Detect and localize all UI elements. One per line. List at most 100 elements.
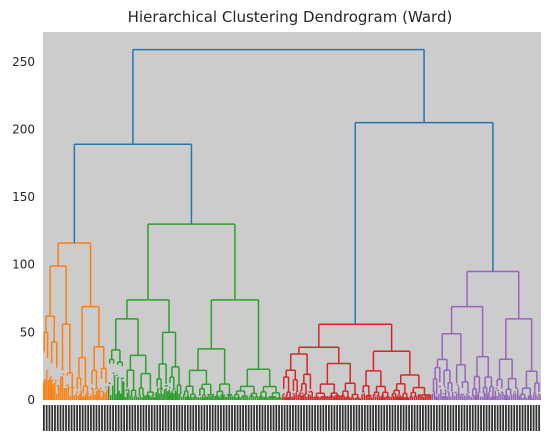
leaf-label <box>153 405 156 431</box>
leaf-label <box>397 405 399 431</box>
leaf-label <box>256 405 258 431</box>
leaf-label <box>209 405 211 431</box>
leaf-label <box>51 405 54 431</box>
leaf-label <box>460 405 463 431</box>
leaf-label <box>264 405 267 431</box>
leaf-label <box>438 405 441 431</box>
leaf-label <box>103 405 106 431</box>
leaf-label <box>56 405 59 431</box>
leaf-label <box>405 405 408 431</box>
leaf-label <box>380 405 383 431</box>
leaf-label <box>206 405 209 431</box>
leaf-label <box>98 405 101 431</box>
y-tick-label: 150 <box>12 190 35 204</box>
leaf-labels <box>43 405 541 431</box>
leaf-label <box>92 405 95 431</box>
leaf-label <box>303 405 305 431</box>
leaf-label <box>430 405 433 431</box>
leaf-label <box>510 405 513 431</box>
leaf-label <box>236 405 239 431</box>
leaf-label <box>491 405 493 431</box>
leaf-label <box>516 405 518 431</box>
leaf-label <box>173 405 175 431</box>
leaf-label <box>477 405 480 431</box>
leaf-label <box>159 405 161 431</box>
chart-title: Hierarchical Clustering Dendrogram (Ward… <box>128 8 453 26</box>
leaf-label <box>275 405 278 431</box>
leaf-label <box>239 405 242 431</box>
leaf-label <box>502 405 505 431</box>
leaf-label <box>308 405 311 431</box>
leaf-label <box>413 405 416 431</box>
leaf-label <box>499 405 502 431</box>
leaf-label <box>377 405 380 431</box>
leaf-label <box>250 405 253 431</box>
leaf-label <box>131 405 134 431</box>
leaf-label <box>233 405 236 431</box>
leaf-label <box>228 405 231 431</box>
leaf-label <box>220 405 222 431</box>
leaf-label <box>386 405 388 431</box>
leaf-label <box>372 405 375 431</box>
leaf-label <box>446 405 449 431</box>
leaf-label <box>463 405 466 431</box>
leaf-label <box>518 405 521 431</box>
leaf-label <box>369 405 372 431</box>
leaf-label <box>123 405 126 431</box>
leaf-label <box>189 405 192 431</box>
leaf-label <box>455 405 458 431</box>
leaf-label <box>419 405 422 431</box>
leaf-label <box>197 405 200 431</box>
leaf-label <box>339 405 341 431</box>
leaf-label <box>341 405 344 431</box>
leaf-label <box>305 405 308 431</box>
leaf-label <box>222 405 225 431</box>
leaf-label <box>513 405 516 431</box>
leaf-label <box>70 405 73 431</box>
leaf-label <box>538 405 541 431</box>
leaf-label <box>327 405 330 431</box>
leaf-label <box>449 405 452 431</box>
leaf-label <box>87 405 90 431</box>
leaf-label <box>211 405 214 431</box>
leaf-label <box>145 405 148 431</box>
leaf-label <box>214 405 217 431</box>
leaf-label <box>195 405 197 431</box>
leaf-label <box>435 405 438 431</box>
y-tick-label: 200 <box>12 122 35 136</box>
y-tick-label: 50 <box>20 325 35 339</box>
leaf-label <box>231 405 233 431</box>
leaf-label <box>134 405 137 431</box>
leaf-label <box>383 405 386 431</box>
leaf-label <box>355 405 358 431</box>
leaf-label <box>333 405 336 431</box>
leaf-label <box>480 405 482 431</box>
leaf-label <box>139 405 142 431</box>
leaf-label <box>292 405 294 431</box>
leaf-label <box>524 405 527 431</box>
leaf-label <box>62 405 65 431</box>
leaf-label <box>469 405 471 431</box>
leaf-label <box>496 405 499 431</box>
leaf-label <box>48 405 51 431</box>
leaf-label <box>391 405 394 431</box>
leaf-label <box>59 405 62 431</box>
leaf-label <box>452 405 455 431</box>
leaf-label <box>482 405 485 431</box>
leaf-label <box>258 405 261 431</box>
leaf-label <box>433 405 435 431</box>
leaf-label <box>261 405 264 431</box>
leaf-label <box>358 405 361 431</box>
leaf-label <box>427 405 430 431</box>
leaf-label <box>73 405 76 431</box>
leaf-label <box>67 405 70 431</box>
leaf-label <box>297 405 300 431</box>
leaf-label <box>485 405 488 431</box>
leaf-label <box>366 405 369 431</box>
leaf-label <box>101 405 103 431</box>
y-tick-label: 250 <box>12 55 35 69</box>
leaf-label <box>330 405 333 431</box>
leaf-label <box>203 405 206 431</box>
leaf-label <box>529 405 532 431</box>
leaf-label <box>128 405 131 431</box>
